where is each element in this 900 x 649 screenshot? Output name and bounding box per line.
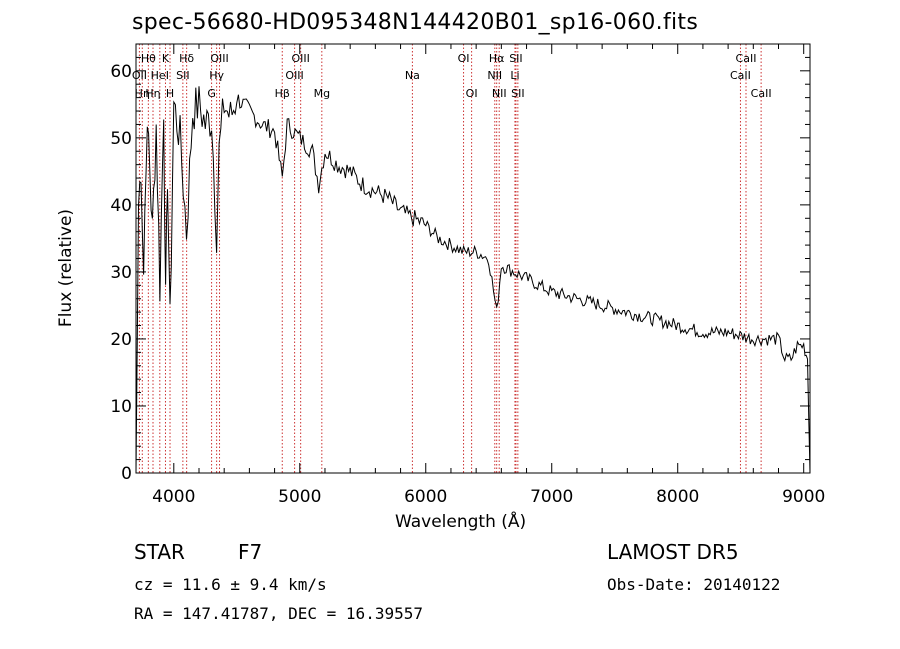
- line-label-hβ: Hβ: [275, 87, 290, 100]
- line-label-caii: CaII: [730, 69, 751, 82]
- line-label-mg: Mg: [314, 87, 330, 100]
- survey-name: LAMOST DR5: [607, 540, 739, 564]
- line-label-li: Li: [510, 69, 519, 82]
- x-tick-label: 9000: [782, 487, 825, 507]
- line-label-oiii: OIII: [210, 52, 228, 65]
- line-label-oiii: OIII: [291, 52, 309, 65]
- line-label-caii: CaII: [736, 52, 757, 65]
- line-label-sii: SII: [509, 52, 522, 65]
- y-tick-label: 10: [110, 397, 132, 417]
- line-label-hei: HeI: [151, 69, 169, 82]
- y-axis-label: Flux (relative): [56, 208, 76, 328]
- line-label-oiii: OIII: [285, 69, 303, 82]
- plot-frame: [135, 43, 811, 474]
- y-tick-label: 40: [110, 196, 132, 216]
- y-tick-label: 0: [121, 464, 132, 484]
- line-label-nii: NII: [492, 87, 507, 100]
- y-tick-label: 30: [110, 263, 132, 283]
- line-label-hη: Hη: [135, 87, 150, 100]
- line-label-hθ: Hθ: [141, 52, 156, 65]
- line-label-hη: Hη: [145, 87, 160, 100]
- object-subclass: F7: [238, 540, 263, 564]
- emission-line-labels: OIIHηHθHηHeIKHSIIHδGHγOIIIHβOIIIOIIIMgNa…: [132, 52, 772, 100]
- x-tick-label: 8000: [656, 487, 699, 507]
- x-tick-label: 6000: [404, 487, 447, 507]
- line-label-caii: CaII: [751, 87, 772, 100]
- object-class: STAR: [134, 540, 185, 564]
- line-label-h: H: [166, 87, 174, 100]
- line-label-sii: SII: [511, 87, 524, 100]
- line-label-hδ: Hδ: [179, 52, 194, 65]
- x-tick-label: 4000: [152, 487, 195, 507]
- line-label-nii: NII: [487, 69, 502, 82]
- chart-title: spec-56680-HD095348N144420B01_sp16-060.f…: [132, 10, 699, 35]
- line-label-oi: OI: [466, 87, 478, 100]
- x-tick-label: 7000: [530, 487, 573, 507]
- line-label-oi: OI: [458, 52, 470, 65]
- line-label-hγ: Hγ: [209, 69, 224, 82]
- line-label-g: G: [207, 87, 216, 100]
- x-tick-label: 5000: [278, 487, 321, 507]
- line-label-k: K: [162, 52, 170, 65]
- y-tick-label: 20: [110, 330, 132, 350]
- redshift-value: cz = 11.6 ± 9.4 km/s: [134, 575, 327, 594]
- coordinates: RA = 147.41787, DEC = 16.39557: [134, 604, 423, 623]
- emission-line-markers: [138, 44, 762, 473]
- y-tick-label: 50: [110, 129, 132, 149]
- x-axis-ticks: 4000 5000 6000 7000 8000 9000: [152, 44, 825, 507]
- y-axis-ticks: 0 10 20 30 40 50 60: [110, 43, 810, 484]
- line-label-na: Na: [405, 69, 420, 82]
- line-label-hα: Hα: [489, 52, 505, 65]
- observation-date: Obs-Date: 20140122: [607, 575, 781, 594]
- y-tick-label: 60: [110, 62, 132, 82]
- x-axis-label: Wavelength (Å): [395, 512, 527, 532]
- spectrum-line: [135, 86, 811, 474]
- line-label-sii: SII: [176, 69, 189, 82]
